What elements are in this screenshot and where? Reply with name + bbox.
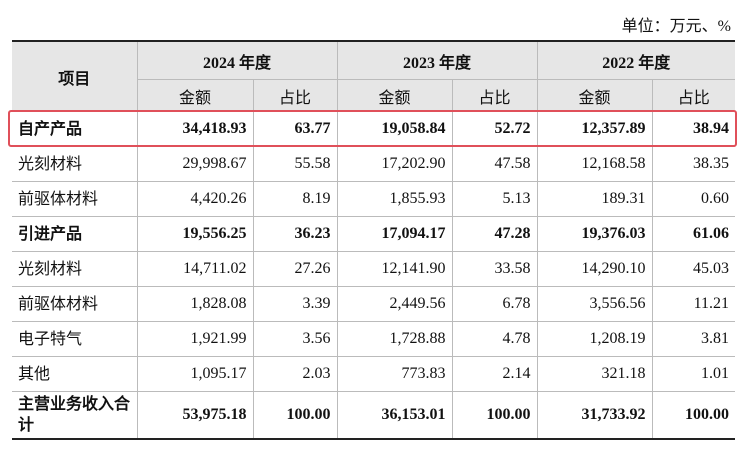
cell: 34,418.93 [136, 111, 254, 147]
cell: 14,290.10 [536, 251, 653, 287]
table-row: 自产产品 34,418.93 63.77 19,058.84 52.72 12,357.8… [12, 111, 736, 147]
cell: 321.18 [536, 356, 653, 392]
table-row: 前驱体材料 1,828.08 3.39 2,449.56 6.78 3,556.56 11.… [12, 286, 736, 322]
cell: 36.23 [252, 216, 338, 252]
table-row: 电子特气 1,921.99 3.56 1,728.88 4.78 1,208.19 3.81 [12, 321, 736, 357]
cell: 2.14 [451, 356, 538, 392]
cell: 1,921.99 [136, 321, 254, 357]
row-label: 引进产品 [12, 216, 138, 252]
cell: 17,202.90 [336, 146, 453, 182]
cell: 1,095.17 [136, 356, 254, 392]
row-label: 光刻材料 [12, 146, 138, 182]
unit-note: 单位：万元、% [621, 18, 731, 35]
cell: 45.03 [651, 251, 736, 287]
cell: 27.26 [252, 251, 338, 287]
cell: 63.77 [252, 111, 338, 147]
row-label: 自产产品 [12, 111, 138, 147]
table-row: 主营业务收入合计 53,975.18 100.00 36,153.01 100.00 31… [12, 391, 736, 440]
cell: 3.81 [651, 321, 736, 357]
header-sub: 占比 [451, 79, 538, 112]
cell: 6.78 [451, 286, 538, 322]
table-row: 光刻材料 29,998.67 55.58 17,202.90 47.58 12,168.5… [12, 146, 736, 182]
cell: 11.21 [651, 286, 736, 322]
cell: 4,420.26 [136, 181, 254, 217]
row-label: 其他 [12, 356, 138, 392]
cell: 12,141.90 [336, 251, 453, 287]
cell: 38.35 [651, 146, 736, 182]
header-sub: 占比 [252, 79, 338, 112]
table-row: 其他 1,095.17 2.03 773.83 2.14 321.18 1.01 [12, 356, 736, 392]
header-sub: 金额 [336, 79, 453, 112]
table-wrap: 项目 2024 年度 2023 年度 2022 年度 金额 占比 金额 占比 金额 占比 自产… [8, 40, 738, 440]
cell: 3.39 [252, 286, 338, 322]
cell: 19,556.25 [136, 216, 254, 252]
cell: 2.03 [252, 356, 338, 392]
cell: 0.60 [651, 181, 736, 217]
cell: 1.01 [651, 356, 736, 392]
table-row: 光刻材料 14,711.02 27.26 12,141.90 33.58 14,290.1… [12, 251, 736, 287]
cell: 55.58 [252, 146, 338, 182]
header-sub: 金额 [536, 79, 653, 112]
cell: 1,208.19 [536, 321, 653, 357]
header-year: 2023 年度 [336, 40, 538, 80]
cell: 12,357.89 [536, 111, 653, 147]
cell: 53,975.18 [136, 391, 254, 440]
cell: 3.56 [252, 321, 338, 357]
cell: 3,556.56 [536, 286, 653, 322]
cell: 31,733.92 [536, 391, 653, 440]
cell: 14,711.02 [136, 251, 254, 287]
cell: 1,828.08 [136, 286, 254, 322]
cell: 4.78 [451, 321, 538, 357]
cell: 52.72 [451, 111, 538, 147]
row-label: 电子特气 [12, 321, 138, 357]
cell: 61.06 [651, 216, 736, 252]
cell: 100.00 [651, 391, 736, 440]
table-body: 自产产品 34,418.93 63.77 19,058.84 52.72 12,357.8… [12, 111, 736, 440]
revenue-table: 项目 2024 年度 2023 年度 2022 年度 金额 占比 金额 占比 金额 占比 自产… [12, 40, 736, 440]
cell: 36,153.01 [336, 391, 453, 440]
cell: 100.00 [252, 391, 338, 440]
table-row: 前驱体材料 4,420.26 8.19 1,855.93 5.13 189.31 0.60 [12, 181, 736, 217]
row-label: 前驱体材料 [12, 181, 138, 217]
cell: 2,449.56 [336, 286, 453, 322]
cell: 47.28 [451, 216, 538, 252]
row-label: 前驱体材料 [12, 286, 138, 322]
header-item: 项目 [12, 40, 138, 112]
cell: 29,998.67 [136, 146, 254, 182]
row-label: 光刻材料 [12, 251, 138, 287]
cell: 5.13 [451, 181, 538, 217]
header-sub: 金额 [137, 79, 254, 112]
cell: 1,728.88 [336, 321, 453, 357]
cell: 47.58 [451, 146, 538, 182]
cell: 189.31 [536, 181, 653, 217]
cell: 38.94 [651, 111, 736, 147]
header-year: 2022 年度 [536, 40, 736, 80]
cell: 1,855.93 [336, 181, 453, 217]
cell: 100.00 [451, 391, 538, 440]
cell: 773.83 [336, 356, 453, 392]
cell: 12,168.58 [536, 146, 653, 182]
cell: 19,058.84 [336, 111, 453, 147]
header-sub: 占比 [651, 79, 736, 112]
header-year: 2024 年度 [136, 40, 338, 80]
header-row: 项目 2024 年度 2023 年度 2022 年度 [12, 40, 736, 112]
cell: 17,094.17 [336, 216, 453, 252]
table-row: 引进产品 19,556.25 36.23 17,094.17 47.28 19,376.0… [12, 216, 736, 252]
cell: 8.19 [252, 181, 338, 217]
row-label: 主营业务收入合计 [12, 391, 138, 440]
cell: 33.58 [451, 251, 538, 287]
cell: 19,376.03 [536, 216, 653, 252]
